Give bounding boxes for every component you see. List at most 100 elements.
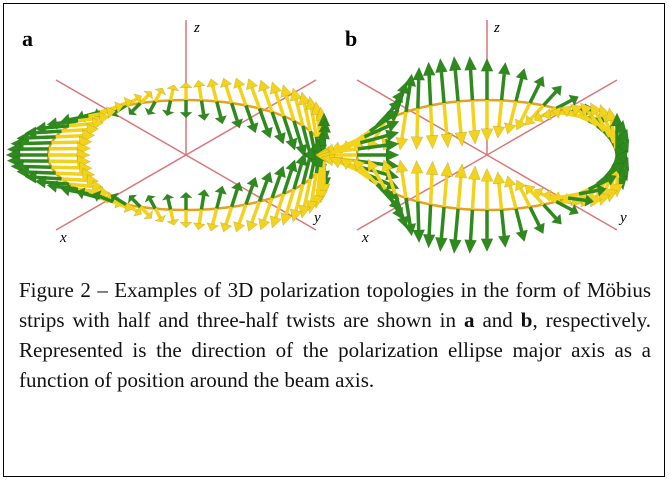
arrow-shaft xyxy=(301,125,312,153)
arrow-head xyxy=(503,175,517,188)
arrow-shaft xyxy=(68,182,93,189)
arrow-shaft xyxy=(168,209,175,221)
arrow-head xyxy=(604,174,617,186)
arrow-head xyxy=(289,208,303,223)
arrow-head xyxy=(385,120,400,133)
arrow-head xyxy=(233,221,246,233)
arrow-head xyxy=(143,209,153,220)
arrow-shaft xyxy=(415,173,420,202)
arrow-head xyxy=(550,85,562,97)
arrow-shaft xyxy=(499,73,506,101)
arrow-head xyxy=(560,105,573,118)
arrow-shaft xyxy=(555,98,573,110)
arrow-shaft xyxy=(139,94,150,105)
arrow-shaft xyxy=(550,193,569,200)
arrow-shaft xyxy=(210,85,219,102)
arrow-head xyxy=(503,122,517,135)
arrow-head xyxy=(86,123,100,137)
arrow-shaft xyxy=(197,209,204,224)
arrow-shaft xyxy=(244,184,255,206)
arrow-head xyxy=(98,111,110,125)
arrow-shaft xyxy=(416,201,421,231)
axis-label: z xyxy=(493,20,500,36)
arrow-shaft xyxy=(359,165,379,186)
arrow-shaft xyxy=(229,102,239,121)
arrow-head xyxy=(166,84,180,92)
arrow-head xyxy=(403,223,417,237)
arrow-shaft xyxy=(357,143,387,151)
arrow-shaft xyxy=(274,193,286,219)
arrow-shaft xyxy=(270,175,282,199)
arrow-head xyxy=(273,165,286,179)
arrow-shaft xyxy=(199,100,206,115)
arrow-shaft xyxy=(237,203,248,225)
arrow-head xyxy=(197,113,211,121)
arrow-head xyxy=(260,171,273,184)
arrow-head xyxy=(280,84,293,98)
arrow-head xyxy=(92,190,102,203)
caption-bold: a xyxy=(463,308,475,332)
axis-label: y xyxy=(618,210,627,226)
arrow-head xyxy=(616,128,630,144)
arrow-shaft xyxy=(497,183,504,210)
arrow-head xyxy=(269,215,282,229)
arrow-shaft xyxy=(224,85,234,104)
arrow-shaft xyxy=(215,100,223,118)
arrow-shaft xyxy=(294,99,305,127)
arrow-head xyxy=(515,229,528,243)
arrow-head xyxy=(179,222,193,229)
arrow-head xyxy=(246,176,259,188)
arrow-head xyxy=(480,128,494,143)
panel-label: b xyxy=(345,26,357,51)
arrow-head xyxy=(381,159,394,173)
arrow-head xyxy=(386,110,400,123)
arrow-shaft xyxy=(88,110,108,118)
arrow-shaft xyxy=(529,104,545,121)
arrow-shaft xyxy=(148,198,157,210)
arrow-head xyxy=(467,130,481,145)
axis-label: x xyxy=(59,230,67,246)
arrow-shaft xyxy=(308,151,318,180)
arrow-head xyxy=(533,110,545,123)
arrow-head xyxy=(128,106,138,116)
arrow-head xyxy=(24,126,37,140)
arrow-head xyxy=(75,187,86,200)
arrow-shaft xyxy=(528,83,541,104)
arrow-head xyxy=(91,179,104,193)
arrow-head xyxy=(230,118,244,129)
arrow-head xyxy=(285,159,298,173)
arrow-shaft xyxy=(567,196,586,203)
arrow-shaft xyxy=(371,167,387,191)
arrow-head xyxy=(192,79,206,88)
arrow-shaft xyxy=(400,111,408,139)
arrow-shaft xyxy=(215,192,223,210)
arrow-head xyxy=(110,192,120,204)
arrow-shaft xyxy=(315,167,323,196)
arrow-shaft xyxy=(519,187,532,208)
arrow-head xyxy=(91,117,104,131)
arrow-head xyxy=(16,165,30,179)
arrow-head xyxy=(385,138,400,152)
arrow-head xyxy=(425,160,439,176)
arrow-shaft xyxy=(470,100,477,131)
arrow-head xyxy=(525,114,536,126)
arrow-head xyxy=(128,194,138,204)
arrow-head xyxy=(551,106,562,120)
arrow-shaft xyxy=(555,200,573,212)
arrow-shaft xyxy=(428,174,434,205)
arrow-shaft xyxy=(262,89,274,113)
arrow-head xyxy=(339,158,354,171)
arrow-head xyxy=(133,205,142,217)
arrow-shaft xyxy=(210,208,219,225)
arrow-head xyxy=(492,125,506,139)
arrow-head xyxy=(289,87,303,102)
arrow-shaft xyxy=(284,95,296,122)
arrow-head xyxy=(440,161,454,177)
arrow-shaft xyxy=(98,194,114,204)
arrow-shaft xyxy=(197,86,204,101)
arrow-head xyxy=(219,77,233,88)
arrow-shaft xyxy=(301,157,312,185)
arrow-head xyxy=(105,106,117,120)
arrow-shaft xyxy=(131,197,142,209)
arrow-head xyxy=(280,212,293,227)
